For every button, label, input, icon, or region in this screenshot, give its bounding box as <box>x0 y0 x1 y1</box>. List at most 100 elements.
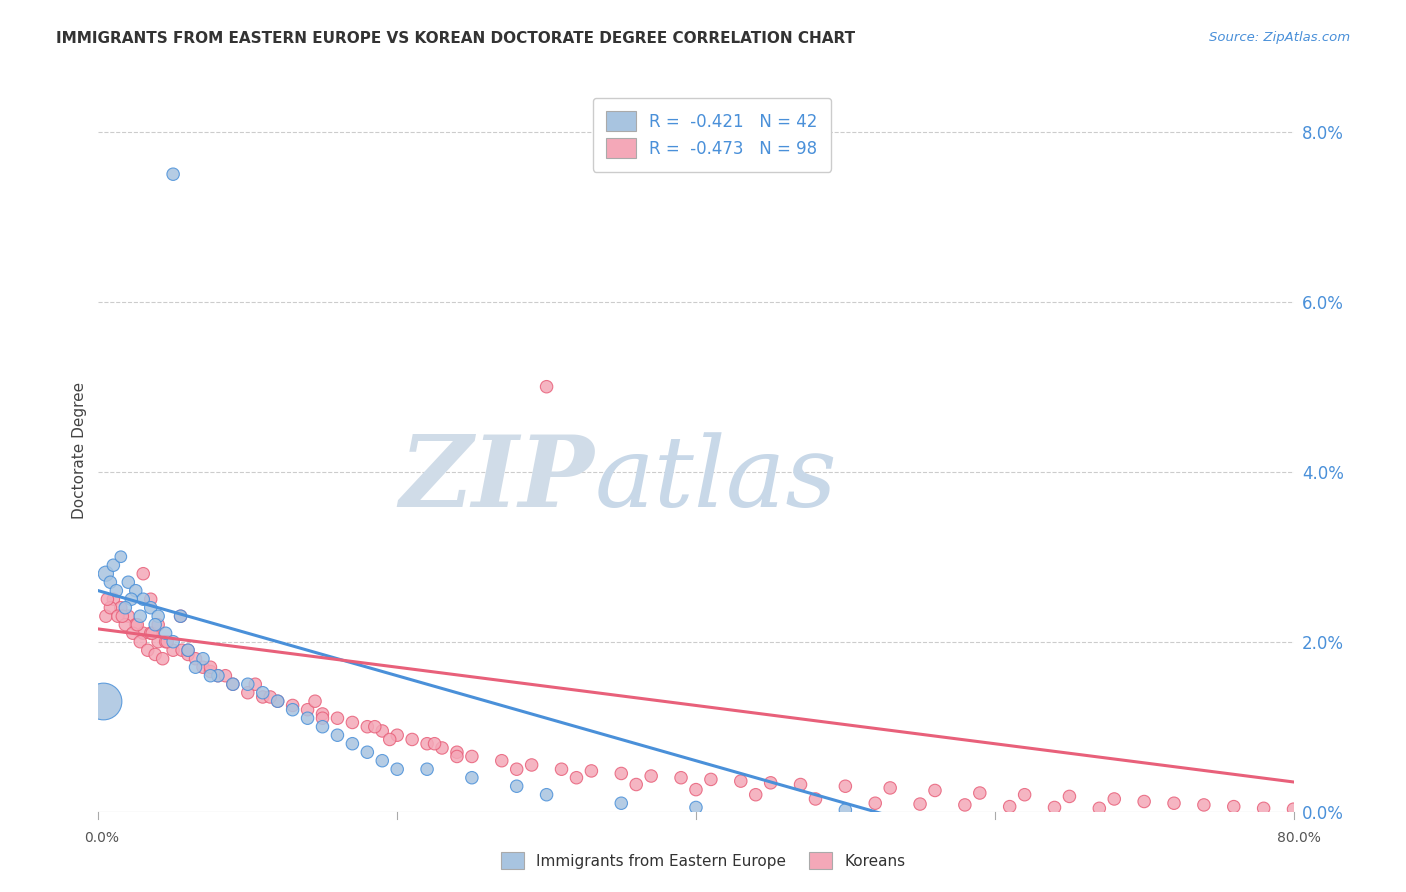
Point <box>105 583 128 598</box>
Point <box>610 796 633 810</box>
Point <box>125 583 148 598</box>
Text: 0.0%: 0.0% <box>84 831 118 845</box>
Point <box>110 549 132 564</box>
Point <box>378 732 401 747</box>
Point <box>184 651 207 665</box>
Point <box>730 774 752 789</box>
Point <box>356 745 378 759</box>
Point <box>506 779 529 793</box>
Point <box>626 778 648 792</box>
Point <box>103 558 125 573</box>
Point <box>162 167 184 181</box>
Point <box>1014 788 1036 802</box>
Point <box>129 609 152 624</box>
Point <box>865 796 887 810</box>
Point <box>416 737 439 751</box>
Point <box>536 788 558 802</box>
Point <box>326 711 349 725</box>
Point <box>789 778 811 792</box>
Point <box>1133 795 1156 809</box>
Point <box>114 600 136 615</box>
Point <box>139 626 162 640</box>
Point <box>245 677 267 691</box>
Point <box>125 617 148 632</box>
Point <box>139 592 162 607</box>
Point <box>184 660 207 674</box>
Point <box>1282 802 1305 816</box>
Point <box>191 651 214 665</box>
Point <box>1163 796 1185 810</box>
Point <box>669 771 692 785</box>
Point <box>172 643 194 657</box>
Text: ZIP: ZIP <box>399 431 595 527</box>
Text: IMMIGRANTS FROM EASTERN EUROPE VS KOREAN DOCTORATE DEGREE CORRELATION CHART: IMMIGRANTS FROM EASTERN EUROPE VS KOREAN… <box>56 31 855 46</box>
Point <box>446 745 468 759</box>
Point <box>461 771 484 785</box>
Point <box>304 694 326 708</box>
Point <box>311 711 333 725</box>
Point <box>356 720 378 734</box>
Point <box>834 803 856 817</box>
Point <box>953 797 976 812</box>
Point <box>1043 800 1066 814</box>
Point <box>214 669 236 683</box>
Point <box>520 758 543 772</box>
Point <box>222 677 245 691</box>
Point <box>143 617 166 632</box>
Point <box>156 634 179 648</box>
Point <box>162 643 184 657</box>
Point <box>924 783 946 797</box>
Point <box>759 776 782 790</box>
Point <box>416 762 439 776</box>
Point <box>685 800 707 814</box>
Point <box>1088 801 1111 815</box>
Point <box>200 665 222 679</box>
Point <box>132 592 155 607</box>
Point <box>267 694 290 708</box>
Point <box>169 609 191 624</box>
Point <box>536 380 558 394</box>
Point <box>114 617 136 632</box>
Point <box>342 737 364 751</box>
Point <box>385 728 409 742</box>
Point <box>311 706 333 721</box>
Point <box>804 792 827 806</box>
Point <box>139 600 162 615</box>
Point <box>1059 789 1081 804</box>
Point <box>423 737 446 751</box>
Point <box>177 643 200 657</box>
Point <box>998 799 1021 814</box>
Point <box>127 617 149 632</box>
Point <box>148 634 170 648</box>
Point <box>685 782 707 797</box>
Point <box>152 651 174 665</box>
Point <box>311 720 333 734</box>
Point <box>1104 792 1126 806</box>
Point <box>120 592 142 607</box>
Point <box>446 749 468 764</box>
Point <box>121 626 143 640</box>
Point <box>267 694 290 708</box>
Point <box>745 788 768 802</box>
Point <box>879 780 901 795</box>
Point <box>132 566 155 581</box>
Point <box>550 762 572 776</box>
Point <box>207 669 229 683</box>
Point <box>236 677 259 691</box>
Text: atlas: atlas <box>595 432 837 527</box>
Point <box>169 609 191 624</box>
Point <box>834 779 856 793</box>
Point <box>371 723 394 738</box>
Point <box>252 686 274 700</box>
Point <box>132 626 155 640</box>
Point <box>342 715 364 730</box>
Point <box>259 690 281 704</box>
Legend: Immigrants from Eastern Europe, Koreans: Immigrants from Eastern Europe, Koreans <box>495 846 911 875</box>
Point <box>281 698 304 713</box>
Text: Source: ZipAtlas.com: Source: ZipAtlas.com <box>1209 31 1350 45</box>
Point <box>98 575 122 590</box>
Point <box>222 677 245 691</box>
Point <box>136 643 159 657</box>
Point <box>148 617 170 632</box>
Point <box>117 609 139 624</box>
